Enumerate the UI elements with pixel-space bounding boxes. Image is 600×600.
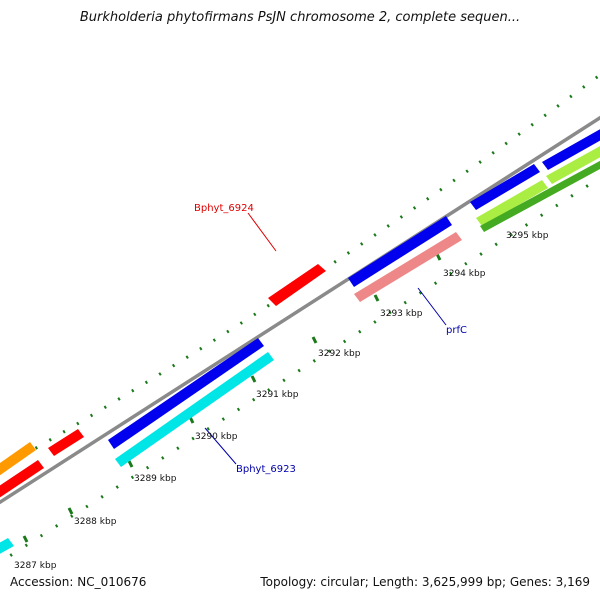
gene-blue-3294[interactable] — [348, 216, 452, 287]
tick-label: 3288 kbp — [74, 517, 117, 527]
gene-lightgreen-right[interactable] — [546, 135, 600, 184]
accession-text: Accession: NC_010676 — [10, 575, 147, 589]
tick-label: 3294 kbp — [443, 269, 486, 279]
gene-blue-3290[interactable] — [108, 338, 264, 449]
gene-cyan-bottom-left[interactable] — [0, 538, 14, 556]
tick-label: 3293 kbp — [380, 309, 423, 319]
major-ticks — [22, 211, 503, 543]
inner-strand-genes — [0, 135, 600, 556]
leader-bphyt-6923 — [204, 427, 237, 465]
leader-prfc — [417, 287, 447, 326]
gene-blue-3295[interactable] — [470, 164, 540, 210]
outer-strand-genes — [0, 118, 600, 500]
outer-dotted-ruler — [0, 73, 600, 471]
gene-red-left-mid[interactable] — [0, 460, 44, 500]
inner-dotted-ruler — [0, 176, 600, 564]
tick-3292 — [311, 336, 318, 344]
tick-label: 3287 kbp — [14, 561, 57, 571]
tick-3291 — [250, 375, 257, 383]
topology-text: Topology: circular; Length: 3,625,999 bp… — [260, 575, 590, 589]
tick-3288 — [67, 507, 74, 515]
gene-blue-right[interactable] — [542, 118, 600, 170]
gene-label-prfc[interactable]: prfC — [446, 325, 467, 336]
leader-bphyt-6924 — [247, 212, 277, 252]
tick-3294 — [435, 253, 442, 261]
gene-red-left-top[interactable] — [48, 429, 84, 456]
tick-3293 — [373, 294, 380, 302]
gene-bphyt-6924[interactable] — [268, 264, 326, 306]
gene-darkgreen-right[interactable] — [480, 150, 600, 232]
tick-label: 3295 kbp — [506, 231, 549, 241]
tick-3287 — [22, 535, 29, 543]
gene-bphyt-6923[interactable] — [115, 352, 274, 467]
tick-3289 — [127, 460, 134, 468]
tick-label: 3289 kbp — [134, 474, 177, 484]
tick-label: 3290 kbp — [195, 432, 238, 442]
gene-lightgreen-3295[interactable] — [476, 180, 548, 226]
gene-orange-left[interactable] — [0, 442, 36, 478]
gene-label-bphyt-6924[interactable]: Bphyt_6924 — [194, 203, 254, 214]
gene-label-bphyt-6923[interactable]: Bphyt_6923 — [236, 464, 296, 475]
chromosome-backbone — [0, 115, 600, 505]
map-title: Burkholderia phytofirmans PsJN chromosom… — [79, 10, 521, 25]
tick-label: 3292 kbp — [318, 349, 361, 359]
gene-prfc[interactable] — [354, 232, 462, 302]
tick-label: 3291 kbp — [256, 390, 299, 400]
